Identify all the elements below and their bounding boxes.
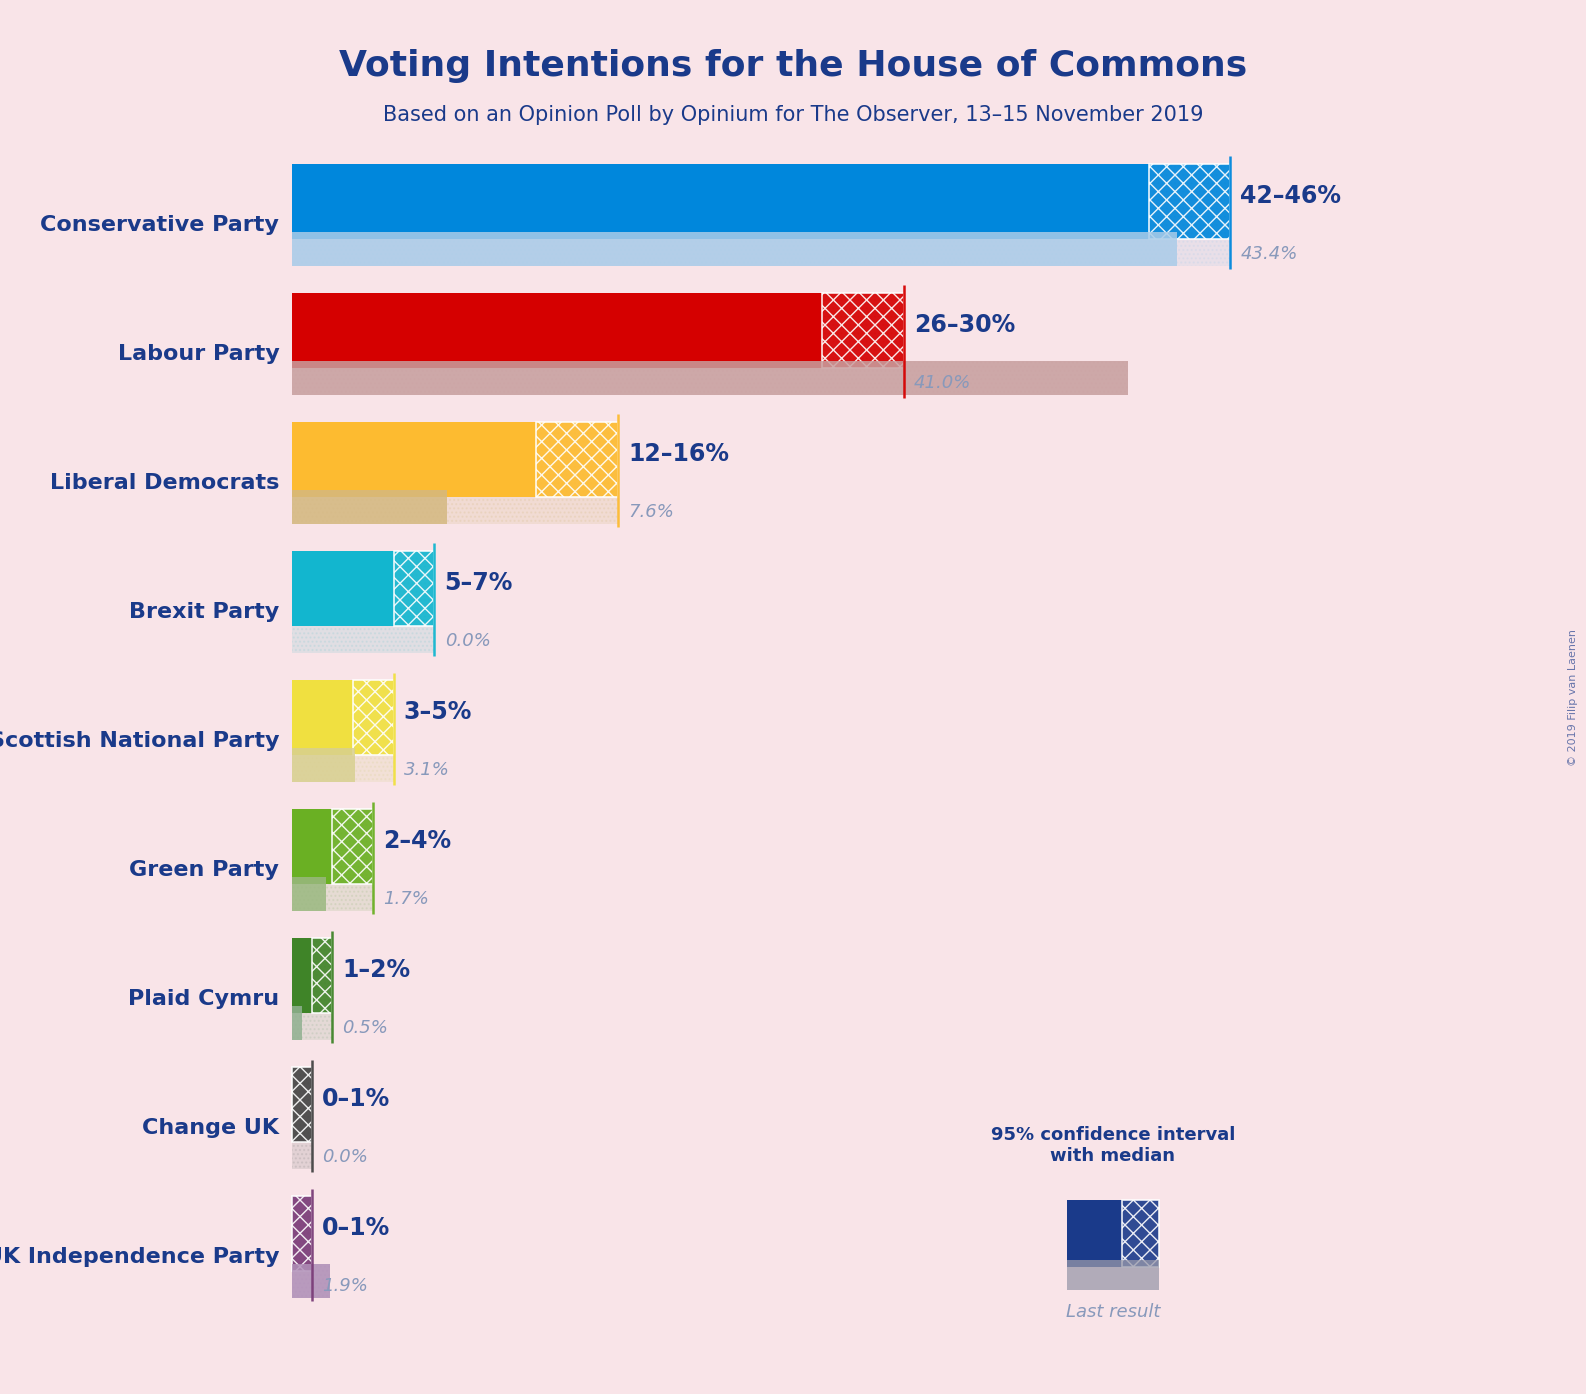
Bar	[292, 619, 435, 652]
Bar	[292, 551, 393, 626]
Bar	[292, 1006, 333, 1040]
Bar	[292, 422, 619, 496]
Bar	[292, 361, 1128, 395]
Text: Liberal Democrats: Liberal Democrats	[51, 473, 279, 493]
Bar	[292, 809, 373, 884]
Bar	[292, 1264, 330, 1298]
Bar	[1121, 1200, 1159, 1267]
Text: 95% confidence interval
with median: 95% confidence interval with median	[991, 1126, 1235, 1165]
Text: Voting Intentions for the House of Commons: Voting Intentions for the House of Commo…	[339, 49, 1247, 82]
Bar	[292, 164, 1231, 238]
Text: 3–5%: 3–5%	[404, 700, 473, 725]
Bar	[292, 749, 393, 782]
Text: 0.5%: 0.5%	[343, 1019, 389, 1037]
Text: 0–1%: 0–1%	[322, 1087, 390, 1111]
Bar	[333, 809, 373, 884]
Bar	[292, 1136, 312, 1170]
Bar	[1067, 1260, 1159, 1289]
Bar	[292, 877, 373, 910]
Bar	[292, 551, 435, 626]
Text: 0.0%: 0.0%	[322, 1149, 368, 1167]
Bar	[292, 1196, 312, 1271]
Text: Scottish National Party: Scottish National Party	[0, 732, 279, 751]
Bar	[292, 491, 447, 524]
Text: Based on an Opinion Poll by Opinium for The Observer, 13–15 November 2019: Based on an Opinion Poll by Opinium for …	[382, 105, 1204, 124]
Bar	[292, 1006, 301, 1040]
Bar	[292, 293, 904, 368]
Text: Last result: Last result	[1066, 1303, 1159, 1320]
Text: 26–30%: 26–30%	[914, 314, 1015, 337]
Text: 7.6%: 7.6%	[628, 503, 674, 521]
Bar	[292, 293, 822, 368]
Bar	[292, 233, 1177, 266]
Bar	[292, 233, 1231, 266]
Text: 1.9%: 1.9%	[322, 1277, 368, 1295]
Text: 42–46%: 42–46%	[1240, 184, 1342, 208]
Bar	[292, 422, 536, 496]
Text: 1–2%: 1–2%	[343, 958, 411, 983]
Bar	[292, 1066, 312, 1142]
Bar	[292, 164, 1148, 238]
Bar	[352, 680, 393, 754]
Text: 2–4%: 2–4%	[384, 829, 452, 853]
Text: 3.1%: 3.1%	[404, 761, 450, 779]
Bar	[292, 1196, 312, 1271]
Text: 43.4%: 43.4%	[1240, 245, 1297, 263]
Text: 1.7%: 1.7%	[384, 891, 430, 909]
Bar	[292, 680, 352, 754]
Bar	[822, 293, 904, 368]
Text: 0–1%: 0–1%	[322, 1217, 390, 1241]
Text: Change UK: Change UK	[143, 1118, 279, 1139]
Bar	[312, 938, 333, 1013]
Bar	[292, 938, 312, 1013]
Text: Conservative Party: Conservative Party	[41, 215, 279, 236]
Text: 41.0%: 41.0%	[914, 374, 971, 392]
Bar	[292, 1066, 312, 1142]
Bar	[292, 809, 333, 884]
Bar	[292, 938, 333, 1013]
Text: Green Party: Green Party	[130, 860, 279, 880]
Text: 0.0%: 0.0%	[444, 633, 490, 650]
Bar	[393, 551, 435, 626]
Text: UK Independence Party: UK Independence Party	[0, 1248, 279, 1267]
Bar	[536, 422, 619, 496]
Text: 12–16%: 12–16%	[628, 442, 730, 466]
Bar	[292, 1264, 330, 1298]
Bar	[292, 749, 355, 782]
Text: Plaid Cymru: Plaid Cymru	[128, 990, 279, 1009]
Text: 5–7%: 5–7%	[444, 572, 512, 595]
Bar	[1067, 1200, 1121, 1267]
Text: Labour Party: Labour Party	[117, 344, 279, 364]
Text: Brexit Party: Brexit Party	[128, 602, 279, 622]
Bar	[292, 877, 327, 910]
Bar	[292, 680, 393, 754]
Text: © 2019 Filip van Laenen: © 2019 Filip van Laenen	[1569, 629, 1578, 765]
Bar	[1148, 164, 1231, 238]
Bar	[292, 491, 619, 524]
Bar	[292, 361, 1128, 395]
